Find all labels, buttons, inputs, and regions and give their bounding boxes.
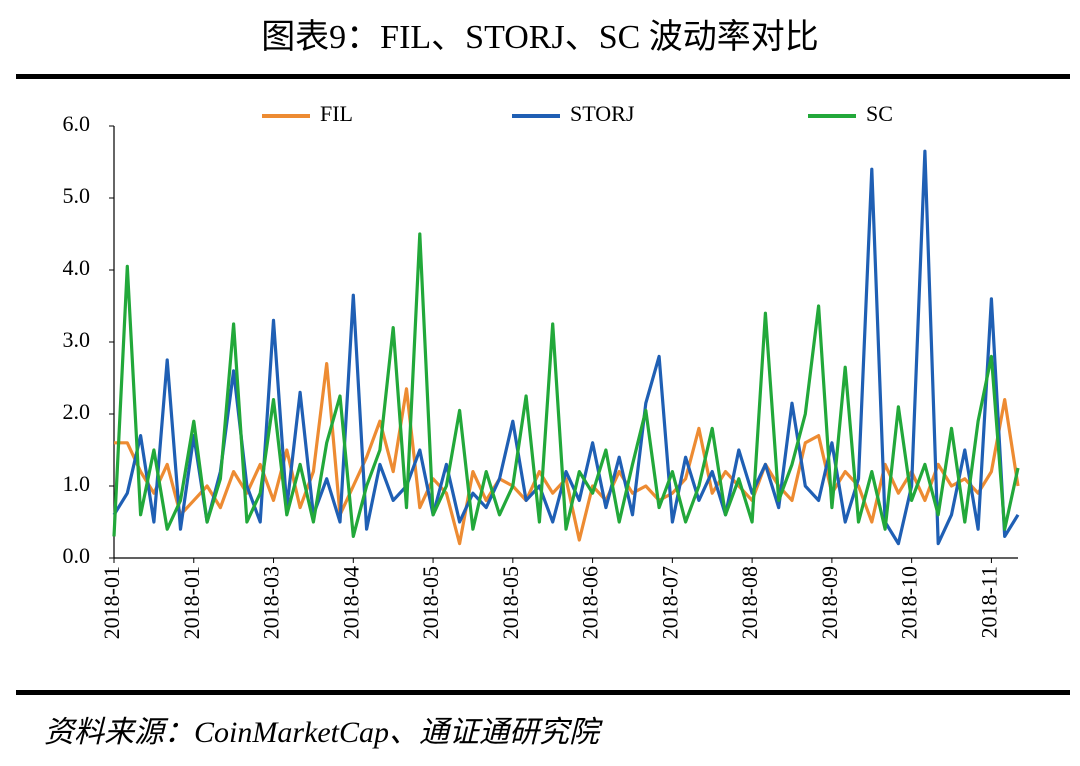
x-tick-label: 2018-05 (418, 566, 443, 639)
legend-label: FIL (320, 101, 353, 126)
y-tick-label: 6.0 (63, 111, 91, 136)
top-rule (16, 74, 1070, 79)
x-tick-label: 2018-01 (179, 566, 204, 639)
y-tick-label: 0.0 (63, 543, 91, 568)
x-tick-label: 2018-04 (338, 566, 363, 639)
x-tick-label: 2018-10 (897, 566, 922, 639)
source-note: 资料来源：CoinMarketCap、通证通研究院 (44, 716, 603, 749)
x-tick-label: 2018-03 (259, 566, 284, 639)
series-line (112, 232, 1020, 538)
bottom-rule (16, 690, 1070, 695)
x-tick-label: 2018-11 (976, 566, 1001, 639)
y-tick-label: 5.0 (63, 183, 91, 208)
x-tick-label: 2018-09 (817, 566, 842, 639)
x-tick-label: 2018-06 (578, 566, 603, 639)
x-tick-label: 2018-08 (737, 566, 762, 639)
y-tick-label: 4.0 (63, 255, 91, 280)
y-tick-label: 3.0 (63, 327, 91, 352)
y-tick-label: 2.0 (63, 399, 91, 424)
x-tick-label: 2018-05 (498, 566, 523, 639)
x-tick-label: 2018-01 (99, 566, 124, 639)
x-tick-label: 2018-07 (657, 566, 682, 639)
chart-title: 图表9：FIL、STORJ、SC 波动率对比 (261, 18, 819, 56)
legend-label: STORJ (570, 101, 635, 126)
legend-label: SC (866, 101, 893, 126)
y-tick-label: 1.0 (63, 471, 91, 496)
